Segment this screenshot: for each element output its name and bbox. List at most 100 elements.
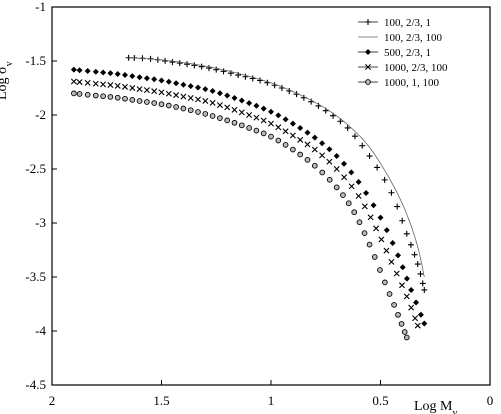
y-tick-label: -3 [35, 215, 46, 230]
data-point [70, 78, 77, 85]
data-point [238, 122, 245, 129]
data-point [383, 247, 390, 254]
data-point [205, 65, 212, 72]
data-point [361, 230, 368, 236]
y-tick-label: -2.5 [25, 161, 46, 176]
y-tick-label: -1 [35, 0, 46, 14]
data-point [363, 190, 370, 197]
data-point [370, 202, 377, 209]
data-point [319, 169, 326, 176]
data-point [129, 73, 136, 80]
data-point [84, 79, 91, 86]
data-point [333, 184, 340, 191]
data-point [289, 120, 296, 127]
data-point [398, 321, 405, 327]
data-point [195, 109, 201, 115]
data-point [401, 329, 408, 335]
data-point [76, 91, 83, 97]
data-point [403, 293, 410, 300]
x-tick-label: 1.5 [153, 393, 169, 408]
data-point [202, 111, 209, 117]
data-point [282, 141, 289, 148]
data-point [92, 80, 99, 87]
data-point [158, 77, 165, 84]
data-point [187, 107, 194, 114]
data-point [260, 105, 267, 112]
data-point [413, 299, 420, 306]
data-point [348, 169, 355, 176]
data-point [114, 94, 121, 101]
data-point [71, 90, 77, 97]
data-point [202, 97, 209, 104]
data-point [114, 70, 121, 77]
data-point [417, 311, 424, 318]
data-point [176, 60, 183, 67]
data-point [246, 112, 253, 118]
data-point [143, 75, 150, 82]
data-point [158, 101, 165, 108]
legend-item: 100, 2/3, 100 [358, 32, 443, 44]
data-point [374, 164, 381, 171]
data-point [289, 132, 296, 139]
data-point [367, 214, 374, 221]
data-point [249, 75, 256, 82]
data-point [238, 109, 245, 116]
data-point [403, 230, 410, 237]
data-point [351, 133, 358, 140]
legend-label: 1000, 1, 100 [384, 77, 440, 89]
data-point [213, 66, 220, 73]
x-axis-title: Log Mv [414, 399, 458, 414]
data-point [311, 162, 318, 169]
data-point [184, 61, 191, 68]
data-point [417, 270, 424, 277]
data-point [304, 156, 311, 163]
data-point [268, 108, 274, 115]
data-point [257, 77, 264, 84]
data-point [333, 166, 340, 172]
data-point [187, 95, 194, 101]
data-point [84, 68, 91, 74]
data-point [365, 64, 371, 70]
data-point [275, 137, 282, 144]
legend-item: 500, 2/3, 1 [358, 47, 431, 59]
y-tick-label: -3.5 [25, 269, 46, 284]
data-point [348, 183, 355, 190]
data-point [403, 275, 410, 282]
data-point [412, 315, 419, 322]
data-point [92, 92, 99, 99]
data-point [399, 217, 406, 224]
data-point [361, 203, 368, 210]
data-point [209, 99, 216, 106]
data-point [220, 68, 227, 75]
data-point [129, 96, 136, 103]
data-point [195, 96, 201, 103]
data-point [217, 115, 223, 121]
data-point [311, 146, 318, 153]
data-point [122, 83, 128, 90]
data-point [414, 261, 421, 268]
data-point [173, 104, 179, 110]
data-point [377, 267, 383, 273]
data-point [144, 99, 150, 105]
data-point [165, 78, 172, 85]
data-point [366, 153, 373, 160]
data-point [382, 279, 388, 286]
x-axis: 2 1.5 1 0.5 0 [49, 380, 494, 408]
y-axis: -1 -1.5 -2 -2.5 -3 -3.5 -4 -4.5 [25, 0, 57, 392]
data-point [355, 178, 362, 185]
data-point [399, 264, 406, 271]
data-point [297, 125, 304, 131]
data-point [231, 94, 238, 101]
data-point [136, 98, 143, 104]
data-point [151, 88, 158, 95]
x-tick-label: 0 [487, 393, 494, 408]
data-point [100, 93, 106, 100]
data-point [129, 84, 136, 91]
legend-label: 100, 2/3, 100 [384, 32, 443, 44]
legend-item: 1000, 1, 100 [358, 77, 440, 89]
y-tick-label: -4 [35, 323, 46, 338]
data-point [209, 113, 216, 119]
data-point [143, 87, 150, 94]
data-point [388, 258, 395, 265]
